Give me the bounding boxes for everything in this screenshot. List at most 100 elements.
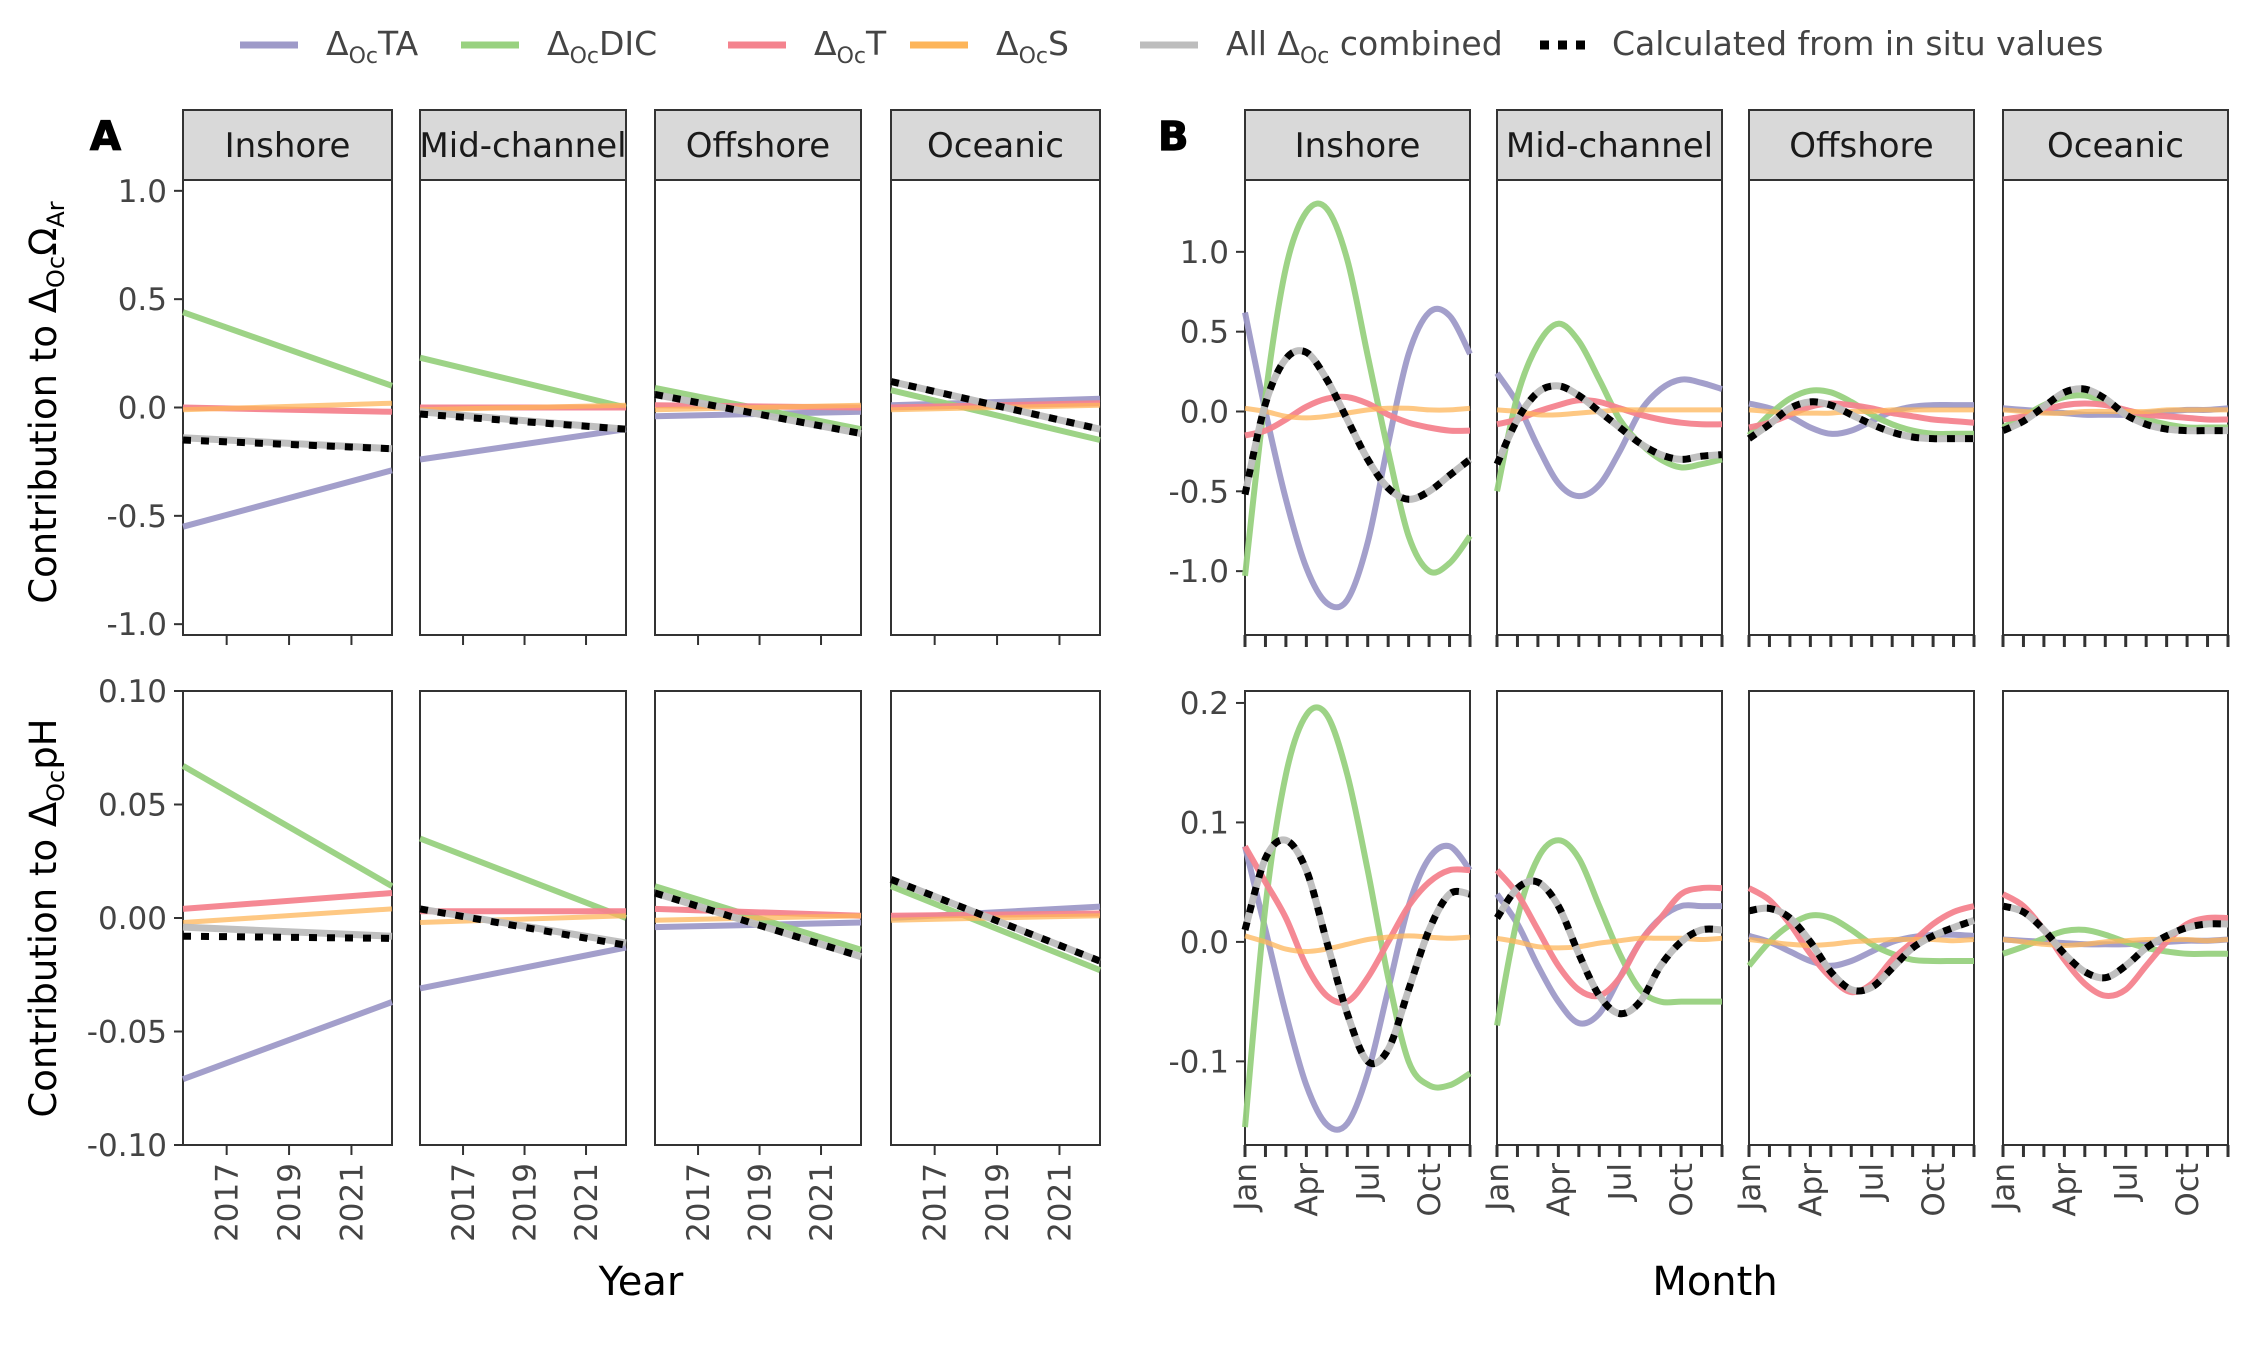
y-tick-label: -0.05 <box>87 1015 167 1051</box>
x-tick-label: 2017 <box>210 1163 246 1242</box>
series-group <box>1241 200 1473 611</box>
series-line-ta <box>419 944 627 992</box>
facet-B-ph-oceanic: Jan Apr Jul Oct <box>1986 690 2230 1217</box>
facet-A-ph-oceanic: 2017 2019 2021 <box>889 690 1102 1242</box>
facet-B-ph-offshore: Jan Apr Jul Oct <box>1732 690 1976 1217</box>
series-group <box>2001 891 2229 999</box>
series-line-ta <box>1242 305 1473 611</box>
series-line-dic <box>1494 837 1722 1027</box>
legend: ΔOcTA ΔOcDIC ΔOcT ΔOcS All ΔOc combined Calcu… <box>240 24 2103 69</box>
x-axis-B-ph-inshore: Jan Apr Jul Oct <box>1228 1145 1472 1217</box>
y-tick-label: 0.0 <box>1180 394 1229 430</box>
series-line-s <box>419 913 627 925</box>
series-line-all <box>182 434 393 453</box>
legend-label-t: ΔOcT <box>814 24 887 69</box>
facet-strip-label-offshore: Offshore <box>1789 126 1933 166</box>
series-line-calc <box>889 876 1102 965</box>
series-line-s <box>1244 933 1471 954</box>
series-line-ta <box>1494 892 1722 1027</box>
series-line-calc <box>1748 904 1976 995</box>
x-tick-label: Jan <box>1480 1163 1516 1213</box>
y-tick-label: 0.5 <box>118 282 167 318</box>
series-line-calc <box>1241 836 1471 1068</box>
x-tick-label: 2017 <box>681 1163 717 1242</box>
series-line-t <box>1494 868 1723 1000</box>
facet-A-ph-offshore: 2017 2019 2021 <box>653 690 863 1242</box>
facet-A-omega-offshore: Offshore <box>654 109 862 645</box>
x-tick-label: 2021 <box>334 1163 370 1242</box>
facet-strip-oceanic <box>890 109 1101 181</box>
x-tick-label: Jul <box>1351 1163 1387 1202</box>
series-line-s <box>419 402 627 413</box>
facet-A-omega-mid-channel: Mid-channel <box>419 109 627 645</box>
x-axis-A-omega-mid-channel <box>462 635 588 645</box>
series-line-t <box>890 910 1101 919</box>
legend-label-ta: ΔOcTA <box>326 24 419 69</box>
series-line-ta <box>419 426 627 463</box>
x-tick-label: Jul <box>1855 1163 1891 1202</box>
legend-label-calc: Calculated from in situ values <box>1612 24 2103 63</box>
facet-strip-label-offshore: Offshore <box>686 126 830 166</box>
facet-strip-label-oceanic: Oceanic <box>2047 126 2184 166</box>
series-group <box>419 354 627 463</box>
series-line-dic <box>890 387 1101 443</box>
facet-strip-inshore <box>1244 109 1471 181</box>
y-axis-title-omega: Contribution to ΔOcΩAr <box>22 201 70 604</box>
x-tick-label: Jan <box>1228 1163 1264 1213</box>
series-line-ta <box>181 999 394 1083</box>
series-line-ta <box>1242 842 1473 1133</box>
x-tick-label: Jul <box>1603 1163 1639 1202</box>
x-tick-label: 2019 <box>743 1163 779 1242</box>
facet-strip-inshore <box>182 109 393 181</box>
y-tick-label: 0.1 <box>1180 805 1229 841</box>
facet-A-omega-oceanic: Oceanic <box>890 109 1101 645</box>
x-axis-title-month: Month <box>1652 1259 1777 1305</box>
y-tick-label: -0.5 <box>1169 474 1230 510</box>
series-line-s <box>654 913 862 923</box>
x-axis-B-omega-oceanic <box>2001 635 2230 647</box>
y-tick-label: -1.0 <box>1169 554 1230 590</box>
y-tick-label: 0.2 <box>1180 686 1229 722</box>
series-group <box>1241 704 1473 1133</box>
series-line-dic <box>1494 320 1723 492</box>
x-tick-label: Apr <box>1541 1163 1577 1217</box>
y-tick-label: 0.0 <box>1180 925 1229 961</box>
series-line-calc <box>1494 877 1723 1018</box>
y-tick-label: 0.00 <box>98 901 167 937</box>
y-tick-label: -0.10 <box>87 1128 167 1164</box>
x-axis-B-ph-offshore: Jan Apr Jul Oct <box>1732 1145 1976 1217</box>
facet-B-omega-offshore: Offshore <box>1746 109 1976 647</box>
series-group <box>418 835 628 992</box>
legend-item-dic: ΔOcDIC <box>461 24 657 69</box>
facet-A-omega-inshore: Inshore <box>182 109 393 645</box>
series-group <box>182 309 393 530</box>
x-axis-B-ph-mid-channel: Jan Apr Jul Oct <box>1480 1145 1724 1217</box>
series-group <box>890 378 1101 443</box>
facet-B-ph-mid-channel: Jan Apr Jul Oct <box>1480 690 1724 1217</box>
y-tick-label: -0.5 <box>107 499 168 535</box>
x-tick-label: Oct <box>1916 1163 1952 1217</box>
x-axis-A-omega-inshore <box>225 635 353 645</box>
x-tick-label: Apr <box>1793 1163 1829 1217</box>
series-line-dic <box>418 835 628 921</box>
x-axis-B-omega-inshore <box>1243 635 1472 647</box>
series-line-dic <box>2002 926 2228 957</box>
facet-strip-label-oceanic: Oceanic <box>927 126 1064 166</box>
facet-panel-border <box>1244 179 1471 636</box>
facet-strip-label-mid-channel: Mid-channel <box>419 126 626 166</box>
legend-item-calc: Calculated from in situ values <box>1540 24 2103 63</box>
series-line-all <box>2002 902 2229 982</box>
facet-strip-mid-channel <box>419 109 627 181</box>
y-tick-label: 0.5 <box>1180 315 1229 351</box>
series-line-t <box>182 890 393 912</box>
x-axis-B-ph-oceanic: Jan Apr Jul Oct <box>1986 1145 2230 1217</box>
x-tick-label: 2021 <box>569 1163 605 1242</box>
facet-A-ph-inshore: 2017 2019 2021 <box>181 690 394 1242</box>
x-axis-B-omega-offshore <box>1747 635 1976 647</box>
y-tick-label: -0.1 <box>1169 1044 1230 1080</box>
x-tick-label: 2019 <box>508 1163 544 1242</box>
series-group <box>1494 837 1723 1027</box>
legend-item-t: ΔOcT <box>728 24 887 69</box>
